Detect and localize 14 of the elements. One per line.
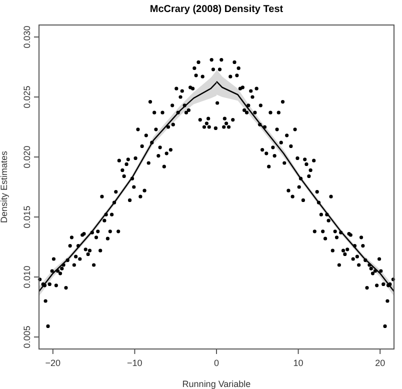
x-tick-label: −10 — [127, 358, 142, 368]
x-tick-label: −20 — [45, 358, 61, 368]
y-tick-label: 0.015 — [22, 206, 32, 228]
y-tick-label: 0.010 — [22, 266, 32, 288]
x-tick-label: 10 — [293, 358, 304, 368]
y-tick-label: 0.030 — [22, 26, 32, 48]
x-tick-label: 20 — [375, 358, 386, 368]
y-tick-label: 0.005 — [22, 326, 32, 348]
y-tick-label: 0.025 — [22, 86, 32, 108]
y-tick-label: 0.020 — [22, 146, 32, 168]
x-tick-label: 0 — [214, 358, 220, 368]
chart-title: McCrary (2008) Density Test — [150, 4, 284, 15]
y-axis-title: Density Estimates — [0, 150, 9, 224]
x-axis-title: Running Variable — [182, 379, 251, 389]
